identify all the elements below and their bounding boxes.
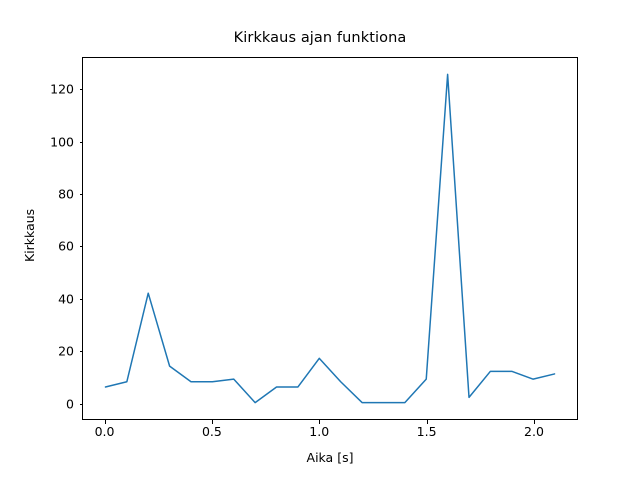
data-line-svg: [104, 73, 556, 404]
y-tick-mark: [79, 403, 83, 405]
y-tick-label: 20: [58, 343, 74, 359]
x-tick-label: 1.5: [416, 424, 437, 439]
y-tick-label: 120: [50, 81, 74, 97]
chart-title: Kirkkaus ajan funktiona: [233, 30, 407, 46]
x-axis-tick-labels: 0.0 0.5 1.0 1.5 2.0: [82, 424, 578, 444]
x-axis-tick-marks: [82, 420, 578, 425]
y-tick-mark: [79, 193, 83, 196]
x-tick-mark: [319, 420, 321, 424]
y-tick-mark: [79, 141, 83, 143]
x-axis-label: Aika [s]: [306, 450, 354, 465]
x-tick-mark: [104, 420, 106, 424]
x-tick-label: 0.0: [94, 424, 115, 439]
y-tick-mark: [79, 351, 83, 353]
plot-area: [82, 57, 578, 420]
x-tick-label: 2.0: [524, 424, 544, 439]
y-tick-label: 0: [66, 396, 74, 411]
y-axis-tick-marks: [78, 57, 83, 420]
y-tick-mark: [79, 89, 83, 91]
x-tick-mark: [211, 420, 213, 424]
brightness-series-line: [104, 73, 556, 404]
y-tick-mark: [79, 246, 83, 248]
y-axis-tick-labels: 0 20 40 60 80 100 120: [34, 57, 74, 420]
x-tick-mark: [426, 420, 428, 424]
x-tick-mark: [533, 420, 536, 424]
y-tick-mark: [79, 298, 83, 300]
y-tick-label: 40: [58, 291, 74, 307]
y-tick-label: 100: [50, 134, 74, 150]
x-tick-label: 1.0: [309, 424, 330, 439]
x-tick-label: 0.5: [201, 424, 222, 439]
y-tick-label: 60: [58, 238, 74, 254]
y-tick-label: 80: [58, 186, 74, 202]
